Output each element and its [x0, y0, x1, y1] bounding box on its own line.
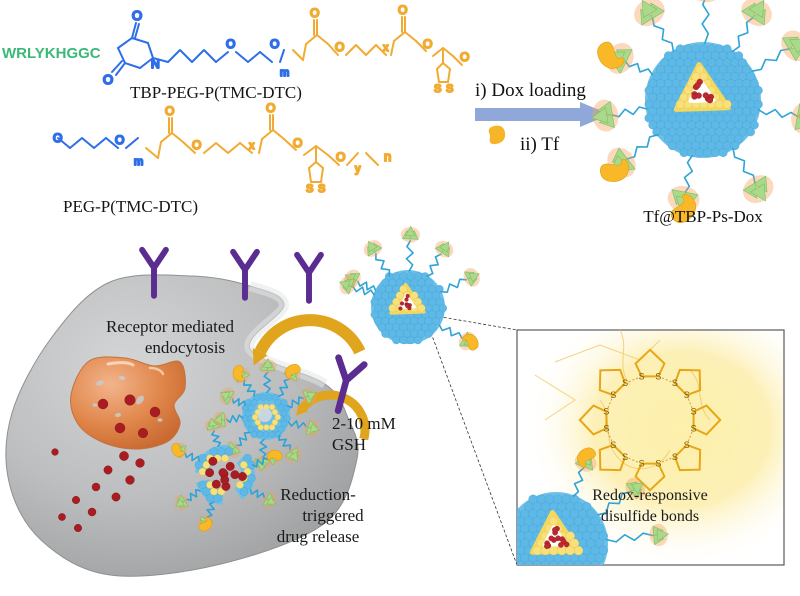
svg-text:O: O [115, 133, 124, 147]
svg-text:S: S [318, 183, 325, 195]
svg-text:WRLYKHGGC: WRLYKHGGC [2, 45, 101, 62]
svg-text:y: y [355, 163, 361, 175]
svg-text:ii) Tf: ii) Tf [520, 134, 560, 155]
svg-text:n: n [384, 149, 391, 164]
svg-text:N: N [151, 57, 160, 71]
svg-text:O: O [132, 8, 142, 23]
svg-text:S: S [306, 183, 313, 195]
svg-text:O: O [226, 37, 235, 51]
svg-text:m: m [280, 67, 289, 79]
svg-text:endocytosis: endocytosis [145, 338, 225, 357]
svg-text:O: O [335, 40, 344, 54]
svg-text:O: O [423, 37, 432, 51]
svg-text:O: O [310, 6, 319, 20]
svg-text:O: O [293, 136, 302, 150]
svg-text:triggered: triggered [302, 506, 364, 525]
svg-text:O: O [165, 104, 174, 118]
svg-text:O: O [103, 72, 113, 87]
svg-text:x: x [383, 42, 389, 54]
svg-text:drug release: drug release [277, 527, 360, 546]
svg-text:O: O [266, 101, 275, 115]
svg-text:O: O [336, 150, 345, 164]
svg-text:i) Dox loading: i) Dox loading [475, 80, 586, 101]
svg-text:GSH: GSH [332, 435, 366, 454]
svg-text:Reduction-: Reduction- [280, 485, 356, 504]
svg-text:Tf@TBP-Ps-Dox: Tf@TBP-Ps-Dox [643, 207, 763, 226]
svg-text:disulfide bonds: disulfide bonds [601, 508, 699, 525]
svg-text:S: S [446, 83, 453, 95]
svg-text:x: x [249, 140, 255, 152]
svg-text:O: O [192, 138, 201, 152]
svg-text:Redox-responsive: Redox-responsive [592, 487, 708, 504]
svg-text:m: m [134, 156, 143, 168]
svg-text:O: O [53, 131, 62, 145]
svg-text:O: O [270, 37, 279, 51]
svg-text:Receptor mediated: Receptor mediated [106, 317, 234, 336]
svg-text:2-10 mM: 2-10 mM [332, 414, 396, 433]
svg-text:S: S [434, 83, 441, 95]
svg-text:TBP-PEG-P(TMC-DTC): TBP-PEG-P(TMC-DTC) [130, 83, 302, 102]
svg-text:O: O [460, 50, 469, 64]
svg-text:PEG-P(TMC-DTC): PEG-P(TMC-DTC) [63, 197, 198, 216]
svg-text:O: O [398, 3, 407, 17]
